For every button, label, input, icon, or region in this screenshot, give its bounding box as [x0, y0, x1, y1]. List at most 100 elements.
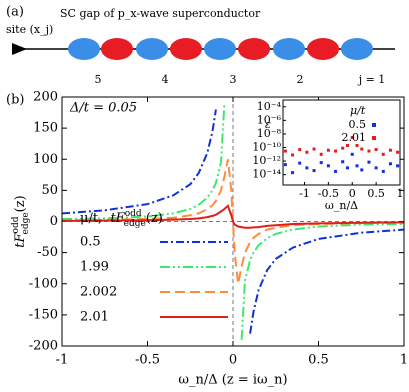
- panel-label: (a): [6, 5, 24, 20]
- x-axis-label: ω_n/Δ (z = iω_n): [178, 373, 287, 388]
- y-tick-label: -50: [37, 245, 58, 260]
- point: [374, 166, 378, 170]
- y-tick-label: 10⁻⁶: [257, 113, 282, 126]
- inset-frame: [282, 99, 401, 186]
- legend-gap: [102, 211, 110, 226]
- point: [350, 135, 354, 139]
- label-main: tF: [13, 232, 28, 247]
- point: [355, 164, 359, 168]
- x-tick-label: -1: [299, 187, 310, 200]
- label-sup: odd: [11, 216, 21, 233]
- plot-area: [62, 103, 404, 340]
- point: [341, 146, 345, 150]
- point: [305, 166, 309, 170]
- x-tick-label: -1: [56, 353, 69, 368]
- x-tick-label: -0.5: [135, 353, 160, 368]
- legend-title: μ/t: [350, 104, 366, 117]
- point: [367, 160, 371, 164]
- point: [345, 143, 349, 147]
- point: [319, 161, 323, 165]
- site-number: 3: [230, 73, 237, 86]
- point: [326, 164, 330, 168]
- point: [298, 161, 302, 165]
- point: [367, 149, 371, 153]
- point: [341, 160, 345, 164]
- x-axis-label: ω_n/Δ: [325, 199, 358, 212]
- label-main: tF: [110, 211, 125, 226]
- point: [283, 149, 287, 153]
- point: [326, 148, 330, 152]
- legend-label: 0.5: [80, 235, 101, 250]
- point: [312, 169, 316, 173]
- y-tick-label: -150: [29, 307, 58, 322]
- y-tick-label: 150: [33, 121, 58, 136]
- panel-title: SC gap of p_x-wave superconductor: [60, 7, 261, 20]
- x-tick-label: 0.5: [367, 187, 385, 200]
- point: [312, 147, 316, 151]
- series-line: [62, 109, 404, 334]
- legend-param: μ/t,: [80, 211, 102, 226]
- x-tick-label: 1: [400, 353, 408, 368]
- legend-swatch: [372, 123, 376, 127]
- point: [291, 153, 295, 157]
- point: [305, 150, 309, 154]
- point: [319, 152, 323, 156]
- y-tick-label: 0: [50, 214, 58, 229]
- series-line: [62, 204, 404, 229]
- point: [291, 171, 295, 175]
- point: [374, 148, 378, 152]
- y-tick-label: 10⁻⁴: [257, 100, 282, 113]
- y-tick-label: 200: [33, 90, 58, 105]
- label-arg: (z): [146, 211, 163, 226]
- legend-label: 1.99: [80, 260, 109, 275]
- series-line: [62, 103, 404, 340]
- point: [388, 148, 392, 152]
- legend-swatch: [372, 136, 376, 140]
- y-tick-label: -100: [29, 276, 58, 291]
- x-tick-label: -0.5: [318, 187, 339, 200]
- y-tick-label: -200: [29, 339, 58, 354]
- label-sub: edge: [21, 212, 31, 234]
- point: [283, 163, 287, 167]
- y-tick-label: 50: [41, 183, 58, 198]
- point: [381, 152, 385, 156]
- x-tick-label: 0.5: [308, 353, 329, 368]
- label-arg: (z): [13, 195, 28, 212]
- point: [334, 169, 338, 173]
- panel-label: (b): [6, 93, 24, 108]
- y-tick-label: 10⁻⁸: [257, 127, 282, 140]
- point: [345, 166, 349, 170]
- y-axis-label: tFoddedge(z): [11, 195, 31, 247]
- y-tick-label: 100: [33, 152, 58, 167]
- legend-label: 0.5: [349, 118, 367, 131]
- y-tick-label: 10⁻¹⁰: [252, 141, 281, 154]
- x-tick-label: 0: [229, 353, 237, 368]
- point: [355, 143, 359, 147]
- x-tick-label: 0: [349, 187, 356, 200]
- site-orbitals: [68, 38, 373, 60]
- legend-header: μ/t, tFodd edge(z): [80, 209, 163, 229]
- legend-label: 2.01: [80, 310, 109, 325]
- point: [388, 162, 392, 166]
- legend-label: 2.01: [342, 131, 367, 144]
- label-sub: edge: [124, 219, 146, 229]
- point: [360, 147, 364, 151]
- y-tick-label: 10⁻¹⁴: [252, 168, 281, 181]
- point: [396, 164, 400, 168]
- annotation: Δ/t = 0.05: [69, 101, 137, 116]
- point: [396, 150, 400, 154]
- point: [360, 168, 364, 172]
- y-axis-label: ε: [265, 118, 271, 131]
- inset-bg: [283, 100, 400, 185]
- site-number: j = 1: [357, 73, 386, 86]
- site-label: site (x_j): [6, 23, 53, 36]
- plot-frame: [61, 96, 405, 347]
- label-sup: odd: [125, 209, 142, 219]
- site-number: 4: [162, 73, 169, 86]
- site-number: 2: [297, 73, 304, 86]
- y-tick-label: 10⁻¹²: [252, 154, 281, 167]
- point: [334, 149, 338, 153]
- site-number: 5: [95, 73, 102, 86]
- point: [381, 169, 385, 173]
